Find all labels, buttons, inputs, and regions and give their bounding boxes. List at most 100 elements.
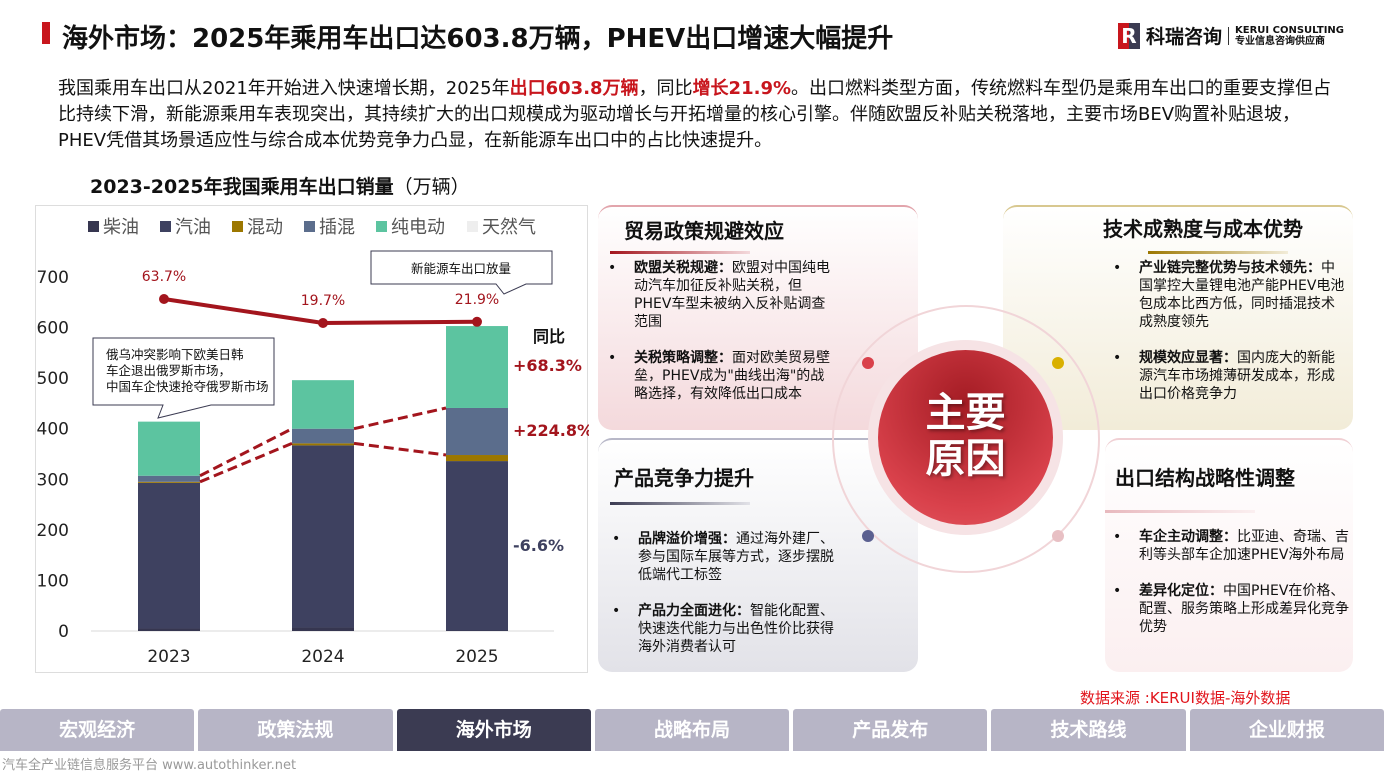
item-text: 中国掌控大量锂电池产能PHEV电池包成本比西方低，同时插混技术成熟度领先 bbox=[1139, 260, 1345, 330]
callout-text: 俄乌冲突影响下欧美日韩 bbox=[106, 347, 244, 362]
card-title: 技术成熟度与成本优势 bbox=[1103, 217, 1303, 241]
bar-segment bbox=[292, 627, 354, 631]
y-tick-label: 500 bbox=[37, 369, 69, 389]
growth-label: 19.7% bbox=[301, 293, 345, 309]
y-tick-label: 100 bbox=[37, 571, 69, 591]
ring-dot bbox=[862, 357, 874, 369]
growth-label: 63.7% bbox=[142, 269, 186, 285]
yoy-label: -6.6% bbox=[513, 536, 564, 555]
card-list: 欧盟关税规避：欧盟对中国纯电动汽车加征反补贴关税，但PHEV车型未被纳入反补贴调… bbox=[608, 259, 833, 421]
list-item: 产业链完整优势与技术领先：中国掌控大量锂电池产能PHEV电池包成本比西方低，同时… bbox=[1113, 259, 1345, 331]
list-item: 车企主动调整：比亚迪、奇瑞、吉利等头部车企加速PHEV海外布局 bbox=[1113, 528, 1349, 564]
legend-label: 混动 bbox=[247, 217, 283, 238]
y-tick-label: 300 bbox=[37, 470, 69, 490]
list-item: 品牌溢价增强：通过海外建厂、参与国际车展等方式，逐步摆脱低端代工标签 bbox=[612, 530, 837, 584]
item-heading: 差异化定位： bbox=[1139, 583, 1223, 599]
yoy-title: 同比 bbox=[533, 327, 565, 346]
callout-box bbox=[92, 337, 275, 419]
chart-title-unit: （万辆） bbox=[393, 176, 470, 198]
item-text: 面对欧美贸易壁垒，PHEV成为"曲线出海"的战略选择，有效降低出口成本 bbox=[634, 350, 830, 402]
badge-line: 主要 bbox=[925, 390, 1006, 436]
logo-divider bbox=[1228, 26, 1230, 45]
x-tick-label: 2023 bbox=[147, 647, 190, 667]
logo: R 科瑞咨询 KERUI CONSULTING 专业信息咨询供应商 bbox=[1118, 22, 1344, 49]
bar-segment bbox=[138, 481, 200, 483]
export-chart: 0 100 200 300 400 500 600 700 2023 2024 2025 柴油 汽油 混动… bbox=[35, 205, 589, 673]
chart-title: 2023-2025年我国乘用车出口销量（万辆） bbox=[90, 172, 470, 199]
logo-text: KERUI CONSULTING 专业信息咨询供应商 bbox=[1235, 25, 1344, 47]
section-nav: 宏观经济 政策法规 海外市场 战略布局 产品发布 技术路线 企业财报 bbox=[0, 709, 1384, 751]
page-title: 海外市场：2025年乘用车出口达603.8万辆，PHEV出口增速大幅提升 bbox=[62, 24, 894, 54]
card-export-structure: 出口结构战略性调整 车企主动调整：比亚迪、奇瑞、吉利等头部车企加速PHEV海外布… bbox=[1105, 438, 1353, 672]
callout-text: 车企退出俄罗斯市场， bbox=[106, 363, 231, 378]
tab-tech-route[interactable]: 技术路线 bbox=[991, 709, 1186, 751]
list-item: 关税策略调整：面对欧美贸易壁垒，PHEV成为"曲线出海"的战略选择，有效降低出口… bbox=[608, 349, 833, 403]
tab-macro-economy[interactable]: 宏观经济 bbox=[0, 709, 195, 751]
legend-label: 汽油 bbox=[175, 217, 211, 238]
growth-label: 21.9% bbox=[455, 292, 499, 308]
item-heading: 规模效应显著： bbox=[1139, 350, 1237, 366]
item-text: 国内庞大的新能源汽车市场摊薄研发成本，形成出口价格竞争力 bbox=[1139, 350, 1335, 402]
legend-label: 插混 bbox=[319, 217, 355, 238]
item-text: 比亚迪、奇瑞、吉利等头部车企加速PHEV海外布局 bbox=[1139, 529, 1349, 563]
card-title: 贸易政策规避效应 bbox=[624, 219, 784, 243]
yoy-label: +68.3% bbox=[513, 356, 582, 375]
logo-tagline: 专业信息咨询供应商 bbox=[1235, 35, 1326, 47]
chart-svg: 0 100 200 300 400 500 600 700 2023 2024 2025 柴油 汽油 混动… bbox=[37, 217, 589, 667]
center-ring bbox=[832, 305, 1100, 573]
trend-dashed-line bbox=[353, 406, 447, 431]
main-reasons-badge: 主要 原因 bbox=[878, 350, 1053, 525]
tab-strategy[interactable]: 战略布局 bbox=[594, 709, 790, 751]
growth-point bbox=[472, 316, 482, 327]
item-text: 中国PHEV在价格、配置、服务策略上形成差异化竞争优势 bbox=[1139, 583, 1349, 635]
item-heading: 车企主动调整： bbox=[1139, 529, 1237, 545]
bar-segment bbox=[138, 421, 200, 476]
intro-text: 。出口燃料类型方面，传统燃料车型仍是乘用车出口的重要支撑但占比持续下滑，新能源乘… bbox=[58, 78, 1332, 151]
y-tick-label: 200 bbox=[37, 521, 69, 541]
bar-segment bbox=[446, 326, 508, 408]
bar-segment bbox=[446, 630, 508, 631]
card-list: 车企主动调整：比亚迪、奇瑞、吉利等头部车企加速PHEV海外布局 差异化定位：中国… bbox=[1113, 528, 1349, 654]
logo-mark: R bbox=[1118, 22, 1140, 49]
ring-dot bbox=[1052, 530, 1064, 542]
legend-swatch bbox=[160, 221, 171, 232]
bar-segment bbox=[292, 380, 354, 429]
legend-swatch bbox=[467, 221, 478, 232]
intro-text: ，同比 bbox=[638, 78, 693, 99]
item-heading: 产品力全面进化： bbox=[638, 603, 750, 619]
callout-text: 中国车企快速抢夺俄罗斯市场 bbox=[106, 379, 269, 394]
tab-financials[interactable]: 企业财报 bbox=[1189, 709, 1384, 751]
card-title: 产品竞争力提升 bbox=[614, 466, 754, 490]
tab-overseas-market[interactable]: 海外市场 bbox=[396, 709, 591, 751]
x-tick-label: 2025 bbox=[455, 647, 498, 667]
growth-point bbox=[159, 294, 169, 304]
tab-policy[interactable]: 政策法规 bbox=[198, 709, 393, 751]
legend-swatch bbox=[232, 221, 243, 232]
list-item: 差异化定位：中国PHEV在价格、配置、服务策略上形成差异化竞争优势 bbox=[1113, 582, 1349, 636]
legend-label: 纯电动 bbox=[391, 217, 445, 238]
y-tick-label: 600 bbox=[37, 319, 69, 339]
bar-segment bbox=[446, 455, 508, 462]
item-heading: 关税策略调整： bbox=[634, 350, 732, 366]
bar-segment bbox=[138, 475, 200, 482]
tab-product-launch[interactable]: 产品发布 bbox=[793, 709, 988, 751]
card-rule bbox=[1148, 251, 1288, 254]
item-heading: 品牌溢价增强： bbox=[638, 531, 736, 547]
intro-highlight: 增长21.9% bbox=[692, 78, 792, 99]
yoy-label: +224.8% bbox=[513, 421, 589, 440]
chart-title-main: 2023-2025年我国乘用车出口销量 bbox=[90, 176, 394, 198]
trend-dashed-line bbox=[199, 441, 293, 484]
trend-dashed-line bbox=[199, 427, 293, 478]
card-rule bbox=[610, 251, 750, 254]
legend-swatch bbox=[376, 221, 387, 232]
y-tick-label: 700 bbox=[37, 268, 69, 288]
logo-name: 科瑞咨询 bbox=[1146, 26, 1223, 48]
intro-text: 我国乘用车出口从2021年开始进入快速增长期，2025年 bbox=[58, 78, 510, 99]
y-tick-label: 0 bbox=[58, 622, 69, 642]
legend-label: 天然气 bbox=[482, 217, 536, 238]
badge-line: 原因 bbox=[925, 436, 1006, 482]
bar-segment bbox=[292, 428, 354, 444]
item-heading: 欧盟关税规避： bbox=[634, 260, 732, 276]
footer-text: 汽车全产业链信息服务平台 www.autothinker.net bbox=[2, 758, 297, 773]
item-text: 智能化配置、快速迭代能力与出色性价比获得海外消费者认可 bbox=[638, 603, 834, 655]
